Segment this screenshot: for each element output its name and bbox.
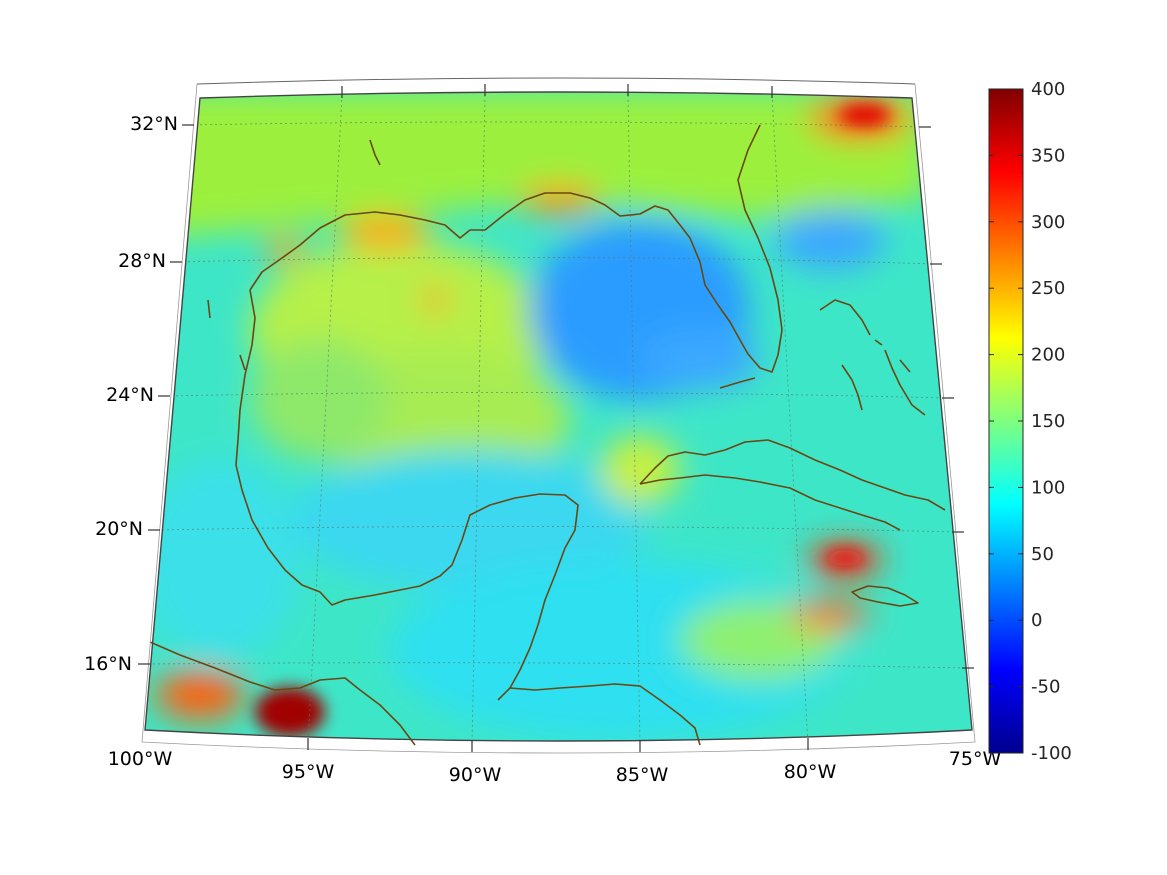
colorbar-ticks: 400 350 300 250 200 150 100 50 0 -50 -100 <box>989 79 1072 764</box>
map-frame <box>144 91 973 742</box>
lat-label: 16°N <box>84 653 132 675</box>
lon-label: 85°W <box>616 764 669 786</box>
colorbar-tick-label: 50 <box>1031 544 1054 565</box>
graticule <box>147 94 968 741</box>
colorbar-tick-label: 0 <box>1031 610 1042 631</box>
colorbar-tick-label: 350 <box>1031 145 1065 166</box>
colorbar-tick-label: -50 <box>1031 677 1060 698</box>
colorbar-tick-label: 400 <box>1031 79 1065 100</box>
colorbar-tick-label: 250 <box>1031 278 1065 299</box>
colorbar-tick-label: 200 <box>1031 345 1065 366</box>
map-field <box>145 92 972 741</box>
lat-label: 28°N <box>118 250 166 272</box>
lon-label: 100°W <box>108 748 173 770</box>
lon-label: 90°W <box>449 764 502 786</box>
lat-label: 32°N <box>130 113 178 135</box>
colorbar-tick-label: -100 <box>1031 743 1072 764</box>
colorbar-gradient <box>988 88 1024 754</box>
lat-label: 24°N <box>106 384 154 406</box>
colorbar-tick-label: 100 <box>1031 477 1065 498</box>
lon-label: 80°W <box>784 761 837 783</box>
frame-ticks <box>138 84 974 752</box>
lat-label: 20°N <box>95 518 143 540</box>
lon-label: 75°W <box>949 748 1002 770</box>
lon-label: 95°W <box>282 761 335 783</box>
colorbar-tick-label: 300 <box>1031 212 1065 233</box>
coastline <box>149 124 946 746</box>
colorbar-tick-label: 150 <box>1031 411 1065 432</box>
colorbar: 400 350 300 250 200 150 100 50 0 -50 -100 <box>988 79 1072 764</box>
